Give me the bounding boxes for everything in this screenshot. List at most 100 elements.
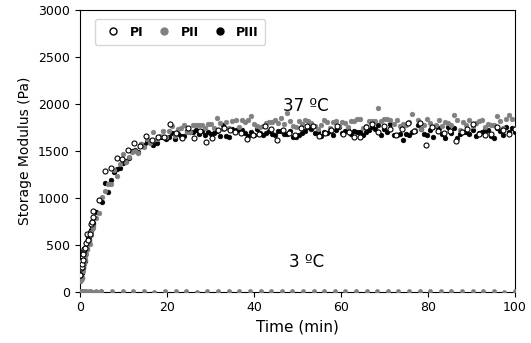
Point xyxy=(283,110,292,116)
Point xyxy=(322,130,331,136)
Point xyxy=(465,131,474,137)
Point xyxy=(129,288,138,294)
Point xyxy=(450,112,459,118)
Point xyxy=(338,130,346,135)
Point xyxy=(335,123,343,129)
Point xyxy=(88,223,96,229)
Point xyxy=(309,288,318,294)
Point xyxy=(427,124,436,130)
Point xyxy=(511,289,519,294)
Point xyxy=(178,135,186,141)
Text: 3 ºC: 3 ºC xyxy=(288,252,323,271)
Point xyxy=(386,127,395,132)
Point xyxy=(182,288,191,294)
Point xyxy=(511,126,519,131)
Point xyxy=(495,119,504,124)
Point xyxy=(444,120,452,126)
Point xyxy=(487,131,495,137)
Point xyxy=(189,122,197,128)
Point xyxy=(256,288,265,294)
Point xyxy=(502,124,510,129)
Point xyxy=(98,194,106,199)
Point xyxy=(316,122,325,127)
Point xyxy=(456,128,465,133)
Point xyxy=(407,111,416,117)
Point xyxy=(283,131,292,137)
Point xyxy=(255,124,264,129)
Point xyxy=(148,137,157,142)
Point xyxy=(422,142,430,147)
Point xyxy=(155,133,164,139)
Point xyxy=(486,133,495,139)
Point xyxy=(468,127,477,133)
Point xyxy=(87,227,95,233)
Point xyxy=(246,289,254,294)
Point xyxy=(201,132,209,138)
Point xyxy=(477,117,486,122)
Point xyxy=(119,160,127,166)
Point xyxy=(152,137,161,142)
Point xyxy=(237,130,246,135)
Point xyxy=(392,132,401,138)
Point xyxy=(298,121,306,127)
Point xyxy=(414,118,422,123)
Point xyxy=(290,132,299,138)
Point xyxy=(85,288,93,294)
Point xyxy=(423,116,431,121)
Point xyxy=(383,129,392,134)
Point xyxy=(195,128,204,133)
Point xyxy=(134,149,142,155)
Point xyxy=(95,198,103,203)
Point xyxy=(77,288,85,294)
Point xyxy=(469,121,478,126)
Point xyxy=(79,257,88,263)
Point xyxy=(278,288,286,294)
Point xyxy=(198,129,207,134)
Point xyxy=(295,132,304,138)
Point xyxy=(435,125,443,131)
Point xyxy=(122,158,131,164)
Point xyxy=(195,122,203,128)
Point xyxy=(279,127,287,132)
Point xyxy=(83,231,92,237)
Point xyxy=(207,121,216,127)
Point xyxy=(253,126,261,132)
Point xyxy=(426,128,434,133)
Point xyxy=(80,258,89,263)
Point xyxy=(462,122,470,128)
Point xyxy=(414,123,422,128)
Point xyxy=(304,118,313,124)
Point xyxy=(170,133,179,139)
Point xyxy=(87,288,96,294)
Point xyxy=(374,129,382,134)
Point xyxy=(368,124,376,130)
Point xyxy=(288,288,297,294)
Point xyxy=(326,128,334,134)
Point xyxy=(465,117,474,122)
Point xyxy=(158,128,167,133)
Point xyxy=(313,130,322,135)
Point xyxy=(80,261,88,267)
Point xyxy=(362,124,371,130)
Point xyxy=(359,132,367,138)
Point xyxy=(353,116,361,121)
Point xyxy=(161,288,169,294)
Point xyxy=(195,131,203,137)
Point xyxy=(234,124,243,130)
Point xyxy=(386,122,395,127)
Point xyxy=(75,273,84,278)
Point xyxy=(76,265,85,271)
Point xyxy=(137,142,145,147)
Point xyxy=(89,214,97,220)
Point xyxy=(458,288,466,294)
Point xyxy=(389,121,398,127)
Point xyxy=(264,119,273,125)
Point xyxy=(477,129,486,134)
Y-axis label: Storage Modulus (Pa): Storage Modulus (Pa) xyxy=(19,77,32,225)
Point xyxy=(499,127,508,132)
Point xyxy=(143,136,152,142)
Point xyxy=(98,199,106,205)
Point xyxy=(125,155,133,161)
Point xyxy=(140,142,149,147)
Point xyxy=(429,134,437,140)
